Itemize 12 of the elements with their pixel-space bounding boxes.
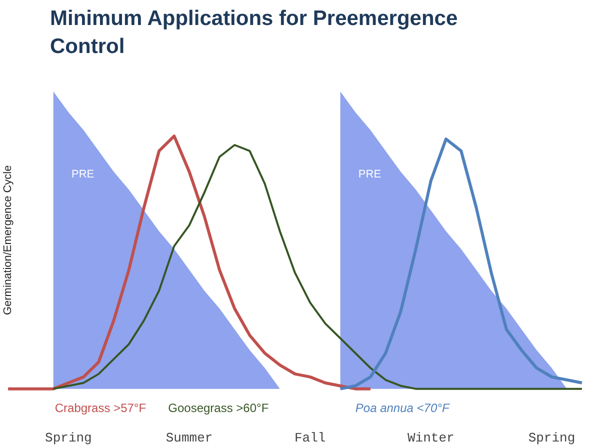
y-axis-title: Germination/Emergence Cycle (2, 165, 14, 316)
series-label: Poa annua <70°F (355, 401, 450, 416)
x-tick-label: Winter (408, 430, 454, 445)
x-tick-label: Spring (45, 430, 92, 445)
series-label: PRE (358, 168, 382, 181)
x-tick-label: Spring (528, 430, 576, 445)
series-label: Crabgrass >57°F (54, 401, 146, 416)
x-tick-label: Summer (166, 430, 213, 445)
x-tick-label: Fall (294, 430, 326, 445)
series-label: PRE (71, 168, 94, 181)
text: Goosegrass >60°F (168, 401, 269, 416)
chart-title: Minimum Applications for Preemergence Control (50, 6, 459, 60)
